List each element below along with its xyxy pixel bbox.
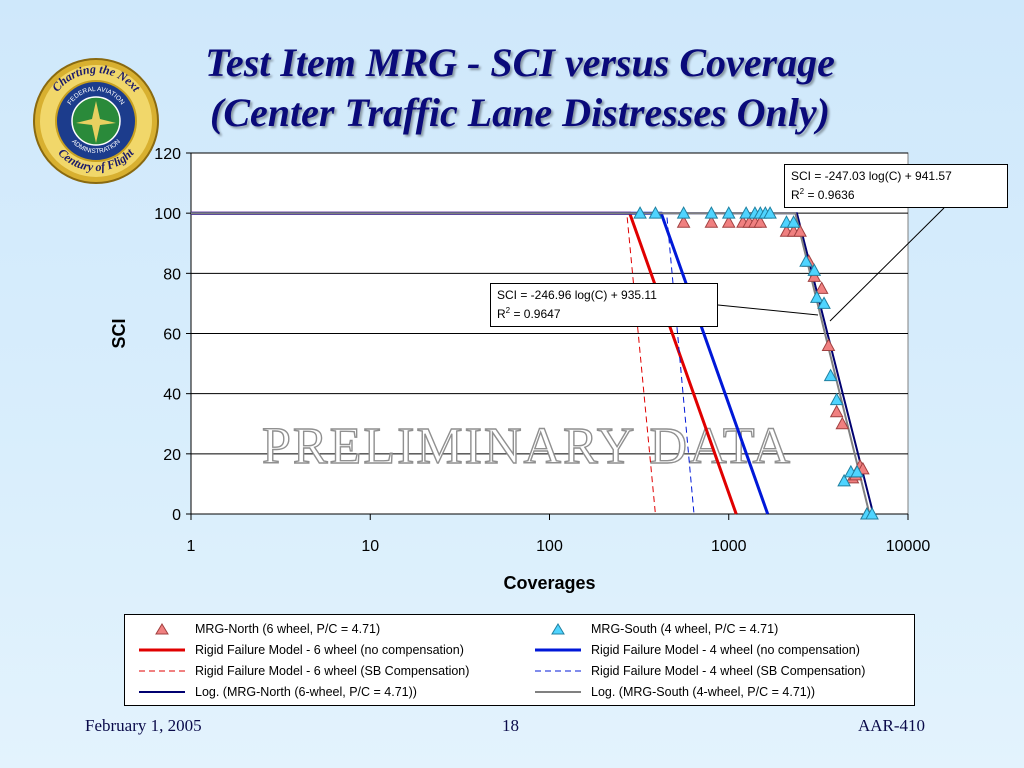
regression-annotation-north: SCI = -247.03 log(C) + 941.57 R2 = 0.963…: [784, 164, 1008, 208]
data-point-series-0: [753, 215, 768, 228]
data-point-series-1: [704, 206, 719, 219]
x-tick-label: 100: [536, 538, 563, 555]
chart-legend: MRG-North (6 wheel, P/C = 4.71) MRG-Sout…: [124, 614, 915, 706]
y-tick-label: 20: [163, 447, 181, 464]
data-point-series-0: [821, 338, 836, 352]
y-tick-label: 100: [154, 206, 181, 223]
data-point-series-0: [704, 215, 719, 228]
data-point-series-0: [814, 281, 829, 294]
y-tick-label: 60: [163, 327, 181, 344]
y-tick-label: 120: [154, 146, 181, 163]
data-point-series-0: [829, 404, 844, 418]
annotation-south-r2-label: R: [497, 307, 506, 321]
data-point-series-1: [850, 464, 864, 478]
x-tick-label: 10000: [886, 538, 931, 555]
title-line-1: Test Item MRG - SCI versus Coverage: [205, 40, 835, 85]
data-point-series-0: [835, 416, 850, 430]
data-point-series-1: [809, 290, 824, 303]
y-tick-label: 0: [172, 507, 181, 524]
data-point-series-1: [721, 206, 736, 219]
data-point-series-0: [807, 269, 822, 282]
legend-label-log-north: Log. (MRG-North (6-wheel, P/C = 4.71)): [195, 685, 417, 699]
x-tick-label: 10: [361, 538, 379, 555]
series-line-7: [191, 212, 871, 515]
data-point-series-1: [676, 206, 691, 219]
data-point-series-0: [793, 224, 807, 237]
footer-slide-number: 18: [502, 716, 519, 735]
annotation-south-r2-value: = 0.9647: [510, 307, 561, 321]
regression-annotation-south: SCI = -246.96 log(C) + 935.11 R2 = 0.964…: [490, 283, 718, 327]
title-line-2: (Center Traffic Lane Distresses Only): [210, 90, 830, 135]
data-point-series-1: [837, 473, 851, 487]
data-point-series-1: [799, 254, 813, 267]
y-tick-label: 40: [163, 387, 181, 404]
data-point-series-0: [676, 215, 691, 228]
footer-date: February 1, 2005: [85, 716, 202, 735]
faa-logo-icon: Charting the Next Century of Flight FEDE…: [33, 58, 159, 184]
legend-label-mrg-south: MRG-South (4 wheel, P/C = 4.71): [591, 622, 779, 636]
annotation-north-r2-value: = 0.9636: [804, 188, 855, 202]
x-tick-label: 1000: [711, 538, 747, 555]
data-point-series-1: [829, 392, 844, 406]
data-point-series-1: [865, 506, 879, 520]
legend-label-6wheel-no-comp: Rigid Failure Model - 6 wheel (no compen…: [195, 643, 464, 657]
data-point-series-1: [823, 368, 838, 382]
data-point-series-1: [763, 206, 777, 219]
data-point-series-1: [648, 206, 663, 219]
data-point-series-1: [786, 215, 801, 228]
y-axis-title: SCI: [109, 318, 129, 348]
y-tick-label: 80: [163, 266, 181, 283]
data-point-series-1: [817, 296, 831, 309]
legend-label-log-south: Log. (MRG-South (4-wheel, P/C = 4.71)): [591, 685, 816, 699]
legend-label-4wheel-sb-comp: Rigid Failure Model - 4 wheel (SB Compen…: [591, 664, 866, 678]
annotation-leader-north: [829, 207, 945, 322]
data-point-series-1: [633, 206, 647, 219]
legend-label-mrg-north: MRG-North (6 wheel, P/C = 4.71): [195, 622, 381, 636]
annotation-leader-south: [717, 304, 819, 316]
data-point-series-1: [739, 206, 753, 219]
watermark-text: PRELIMINARY DATA: [262, 418, 792, 475]
x-tick-label: 1: [187, 538, 196, 555]
data-point-series-0: [721, 215, 736, 228]
footer-code: AAR-410: [858, 716, 926, 735]
annotation-north-r2-label: R: [791, 188, 800, 202]
legend-label-6wheel-sb-comp: Rigid Failure Model - 6 wheel (SB Compen…: [195, 664, 470, 678]
annotation-north-equation: SCI = -247.03 log(C) + 941.57: [791, 169, 952, 183]
slide-title: Test Item MRG - SCI versus Coverage (Cen…: [160, 38, 880, 138]
legend-label-4wheel-no-comp: Rigid Failure Model - 4 wheel (no compen…: [591, 643, 860, 657]
annotation-south-equation: SCI = -246.96 log(C) + 935.11: [497, 288, 657, 302]
x-axis-title: Coverages: [503, 573, 595, 593]
data-point-series-1: [807, 263, 822, 276]
